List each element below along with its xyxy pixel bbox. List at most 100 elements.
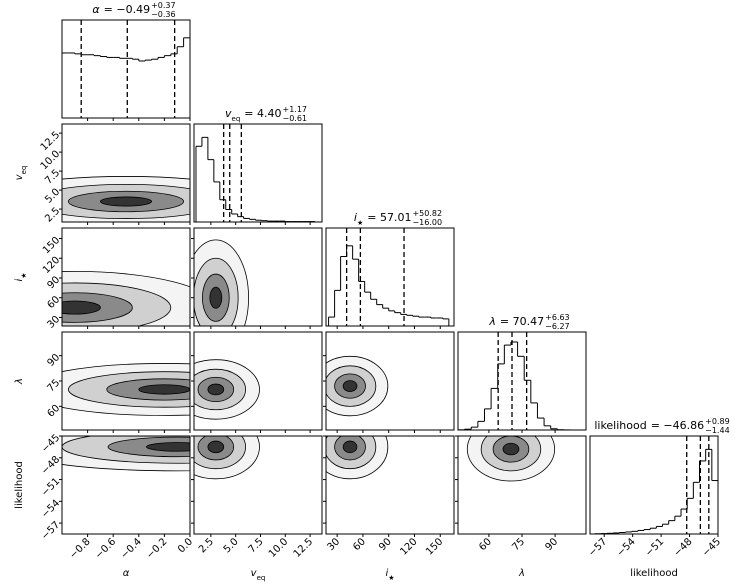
title-lower: −16.00 <box>412 218 442 227</box>
panel-frame <box>61 227 191 327</box>
panel-content <box>194 239 249 326</box>
title-upper: +50.82 <box>412 209 442 218</box>
panel-content <box>195 124 316 222</box>
panel: likelihood = −46.86+0.89 −1.44 −57 −54 −51 −48… <box>587 417 730 559</box>
panel-content <box>62 176 190 222</box>
panel-title: i★ = 57.01+50.82 −16.00 <box>354 209 442 227</box>
label-symbol: i <box>14 279 25 282</box>
title-lower: −6.27 <box>545 322 570 331</box>
panel: α = −0.49+0.37 −0.36 <box>61 1 191 121</box>
density-contour <box>207 383 225 396</box>
x-tick-label: 0.0 <box>176 536 195 555</box>
label-symbol: α <box>92 3 100 16</box>
x-tick-label: −0.2 <box>145 536 170 561</box>
y-tick-label: 5.0 <box>43 187 62 206</box>
panel-content <box>62 271 190 326</box>
panel <box>191 227 323 329</box>
panel: 60 75 90 <box>455 435 587 553</box>
panel: −0.8 −0.6 −0.4 −0.2 0.0 −57−54−51−48−45 <box>40 432 196 561</box>
x-tick-label: −0.6 <box>93 536 118 561</box>
x-axis-label: α <box>123 568 130 579</box>
y-tick-label: 2.5 <box>43 206 62 225</box>
x-tick-label: −57 <box>587 536 610 559</box>
x-tick-label: −0.4 <box>119 536 144 561</box>
panel <box>191 331 323 433</box>
panel-content <box>62 20 190 118</box>
x-tick-label: 5.0 <box>222 536 241 555</box>
panel-content <box>194 436 260 480</box>
label-symbol: v <box>14 173 25 180</box>
title-lower: −0.61 <box>282 114 307 123</box>
panel: veq = 4.40+1.17 −0.61 <box>193 105 323 225</box>
panel-content <box>194 359 260 420</box>
density-contour <box>342 380 358 392</box>
title-upper: +6.63 <box>545 313 570 322</box>
panel: i★ = 57.01+50.82 −16.00 <box>325 209 455 329</box>
y-tick-label: 90 <box>45 352 62 369</box>
panel-title: likelihood = −46.86+0.89 −1.44 <box>594 417 729 435</box>
y-tick-label: −54 <box>40 498 63 521</box>
title-value: = 4.40 <box>244 107 281 120</box>
x-tick-label: 10.0 <box>267 536 291 560</box>
y-tick-label: 30 <box>45 314 62 331</box>
density-contour <box>209 286 223 309</box>
x-axis-label: likelihood <box>630 568 678 579</box>
panel-content <box>62 436 190 472</box>
panel-frame <box>61 19 191 119</box>
x-tick-label: −48 <box>672 536 695 559</box>
panel-content <box>326 436 389 480</box>
density-contour <box>502 442 520 456</box>
panel-content <box>62 363 190 416</box>
x-tick-label: 90 <box>543 536 560 553</box>
panel-frame <box>193 435 323 535</box>
label-subscript: eq <box>232 115 241 123</box>
y-tick-label: 12.5 <box>39 130 63 154</box>
panel-frame <box>325 435 455 535</box>
y-tick-label: −57 <box>40 520 63 543</box>
y-tick-label: −48 <box>40 454 63 477</box>
title-lower: −1.44 <box>705 426 730 435</box>
label-symbol: i <box>385 568 388 579</box>
density-contour <box>138 384 190 395</box>
panel-content <box>458 332 586 430</box>
label-symbol: v <box>251 568 258 579</box>
label-symbol: likelihood <box>14 461 25 509</box>
title-value: = 70.47 <box>500 315 544 328</box>
y-axis-label: veq <box>14 166 28 181</box>
panel-frame <box>457 331 587 431</box>
label-symbol: λ <box>518 568 525 579</box>
label-subscript: ★ <box>357 219 363 227</box>
y-tick-label: −51 <box>40 476 63 499</box>
density-contour <box>146 442 190 452</box>
panel-content <box>594 436 718 534</box>
panel-title: veq = 4.40+1.17 −0.61 <box>225 105 307 123</box>
x-axis-label: λ <box>518 568 525 579</box>
panel-frame <box>193 123 323 223</box>
y-tick-label: −45 <box>40 432 63 455</box>
panel: 2.55.07.510.012.5 <box>39 123 191 225</box>
label-symbol: α <box>123 568 130 579</box>
panel-title: λ = 70.47+6.63 −6.27 <box>488 313 569 331</box>
y-tick-label: 75 <box>45 377 62 394</box>
y-tick-label: 60 <box>45 403 62 420</box>
label-symbol: v <box>225 107 232 120</box>
x-tick-label: 75 <box>510 536 527 553</box>
panel: λ = 70.47+6.63 −6.27 <box>457 313 587 433</box>
y-tick-label: 10.0 <box>39 149 63 173</box>
title-upper: +0.89 <box>705 417 730 426</box>
density-contour <box>100 196 153 207</box>
x-tick-label: −54 <box>615 536 638 559</box>
title-value: = 57.01 <box>367 211 411 224</box>
panel-frame <box>193 227 323 327</box>
density-contour <box>62 300 101 315</box>
y-tick-label: 60 <box>45 294 62 311</box>
title-value: = −0.49 <box>104 3 150 16</box>
label-symbol: likelihood <box>630 568 678 579</box>
panel <box>323 331 455 433</box>
x-axis-label: i★ <box>385 568 394 582</box>
panel-frame <box>325 227 455 327</box>
